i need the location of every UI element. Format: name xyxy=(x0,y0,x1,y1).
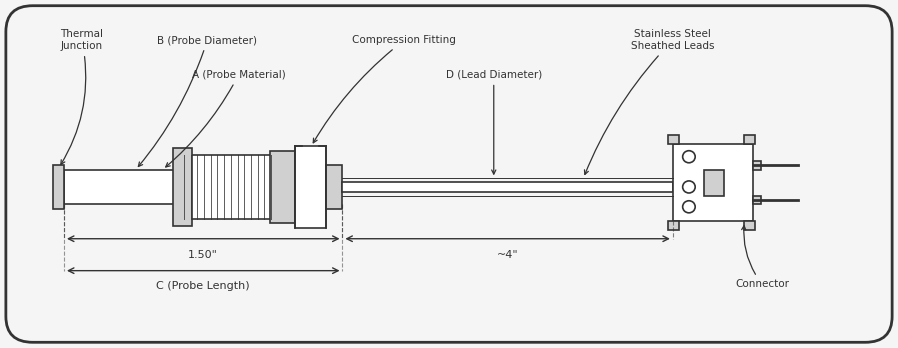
FancyBboxPatch shape xyxy=(6,6,892,342)
Bar xyxy=(753,196,761,204)
Bar xyxy=(270,151,295,223)
Text: 1.50": 1.50" xyxy=(189,250,218,260)
Text: Compression Fitting: Compression Fitting xyxy=(313,35,456,143)
Text: A (Probe Material): A (Probe Material) xyxy=(166,70,286,167)
Bar xyxy=(342,182,673,192)
Text: Stainless Steel
Sheathed Leads: Stainless Steel Sheathed Leads xyxy=(585,30,715,174)
Bar xyxy=(744,221,755,230)
Text: Connector: Connector xyxy=(735,226,789,290)
Text: Thermal
Junction: Thermal Junction xyxy=(60,30,103,164)
Circle shape xyxy=(682,201,695,213)
Bar xyxy=(326,165,342,208)
Bar xyxy=(668,135,679,144)
Text: C (Probe Length): C (Probe Length) xyxy=(156,281,250,291)
Circle shape xyxy=(682,151,695,163)
Bar xyxy=(173,148,192,226)
Bar xyxy=(180,155,275,219)
Bar xyxy=(64,170,288,204)
Circle shape xyxy=(682,181,695,193)
Text: B (Probe Diameter): B (Probe Diameter) xyxy=(138,35,258,166)
Bar xyxy=(753,161,761,170)
Bar xyxy=(53,165,64,208)
Text: ~4": ~4" xyxy=(497,250,518,260)
Bar xyxy=(295,147,326,228)
Bar xyxy=(673,144,753,221)
Bar xyxy=(668,221,679,230)
Bar xyxy=(744,135,755,144)
Text: D (Lead Diameter): D (Lead Diameter) xyxy=(445,70,541,174)
Bar xyxy=(704,170,724,196)
